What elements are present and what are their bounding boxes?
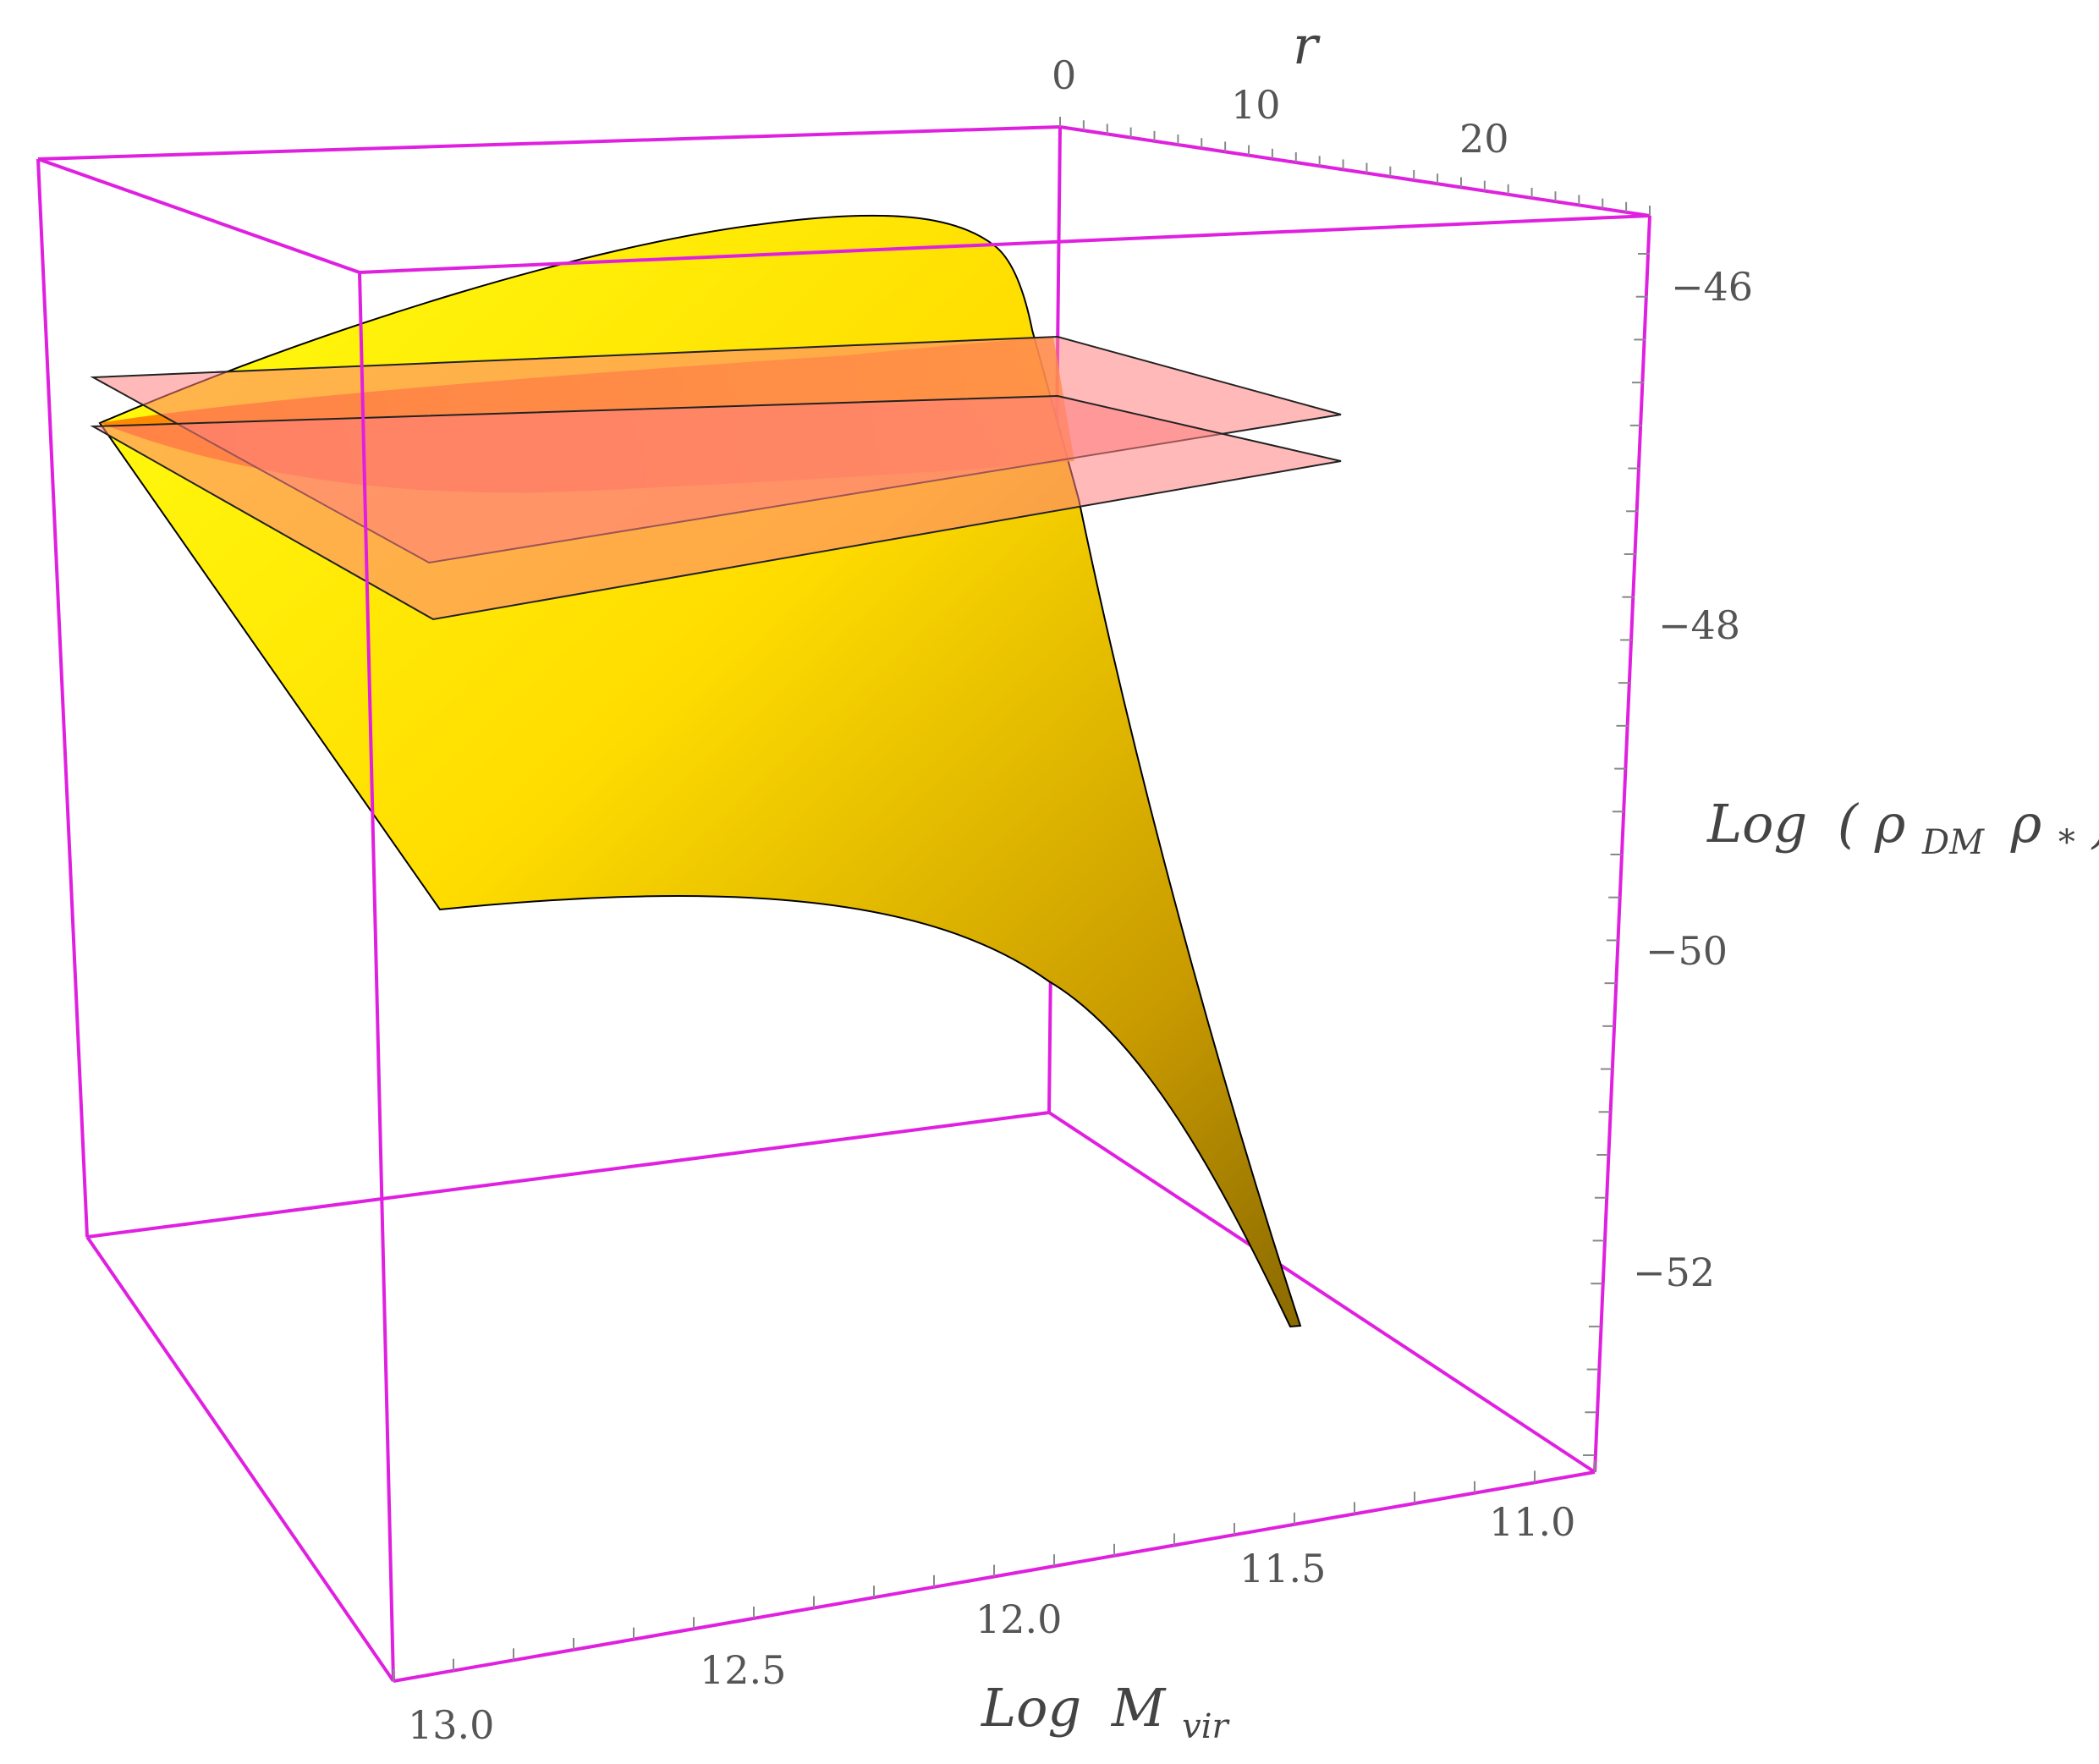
x-label-log: Log: [981, 1677, 1081, 1739]
z-tick-label: −50: [1646, 928, 1728, 974]
y-tick-label: 0: [1052, 52, 1076, 98]
x-tick-label: 11.0: [1489, 1499, 1575, 1545]
z-label-close: ): [2091, 793, 2099, 855]
box-edge: [37, 125, 1061, 161]
z-label-rho1: ρ: [1874, 793, 1905, 855]
tick-marks: [393, 117, 1651, 1681]
x-axis-label: Log M vir: [981, 1677, 1231, 1746]
x-tick-label: 13.0: [408, 1702, 494, 1748]
box-edge: [359, 214, 1651, 274]
box-edge: [85, 1235, 395, 1683]
box-edge: [86, 1111, 1050, 1239]
x-label-sub: vir: [1182, 1707, 1230, 1746]
box-edge: [37, 157, 360, 274]
z-axis-ticks: −46 −48 −50 −52: [1633, 264, 1753, 1295]
x-axis-ticks: 13.0 12.5 12.0 11.5 11.0: [408, 1499, 1575, 1748]
box-edge: [1047, 1111, 1596, 1474]
plane-lower: [90, 394, 1342, 621]
z-label-log: Log: [1706, 793, 1807, 855]
z-label-open: (: [1838, 793, 1860, 855]
x-tick-label: 12.0: [975, 1596, 1062, 1642]
x-label-m: M: [1111, 1677, 1167, 1739]
z-label-rho2: ρ: [2010, 793, 2041, 855]
z-tick-label: −46: [1671, 264, 1753, 310]
box-edge: [36, 158, 89, 1238]
box-edge: [1059, 125, 1651, 217]
bounding-box-front: [36, 157, 1651, 1683]
y-axis-label: r: [1293, 14, 1321, 76]
z-tick-label: −52: [1633, 1250, 1715, 1295]
x-tick-label: 12.5: [700, 1647, 786, 1693]
y-tick-label: 20: [1459, 116, 1509, 162]
z-label-sub2: *: [2058, 823, 2075, 862]
y-tick-label: 10: [1231, 82, 1281, 128]
x-tick-label: 11.5: [1239, 1546, 1326, 1591]
z-axis-label: Log ( ρ DM ρ * ): [1706, 793, 2099, 866]
z-label-sub1: DM: [1921, 823, 1985, 862]
z-tick-label: −48: [1658, 602, 1740, 648]
box-edge: [358, 272, 395, 1682]
y-axis-ticks: 0 10 20: [1052, 52, 1509, 162]
